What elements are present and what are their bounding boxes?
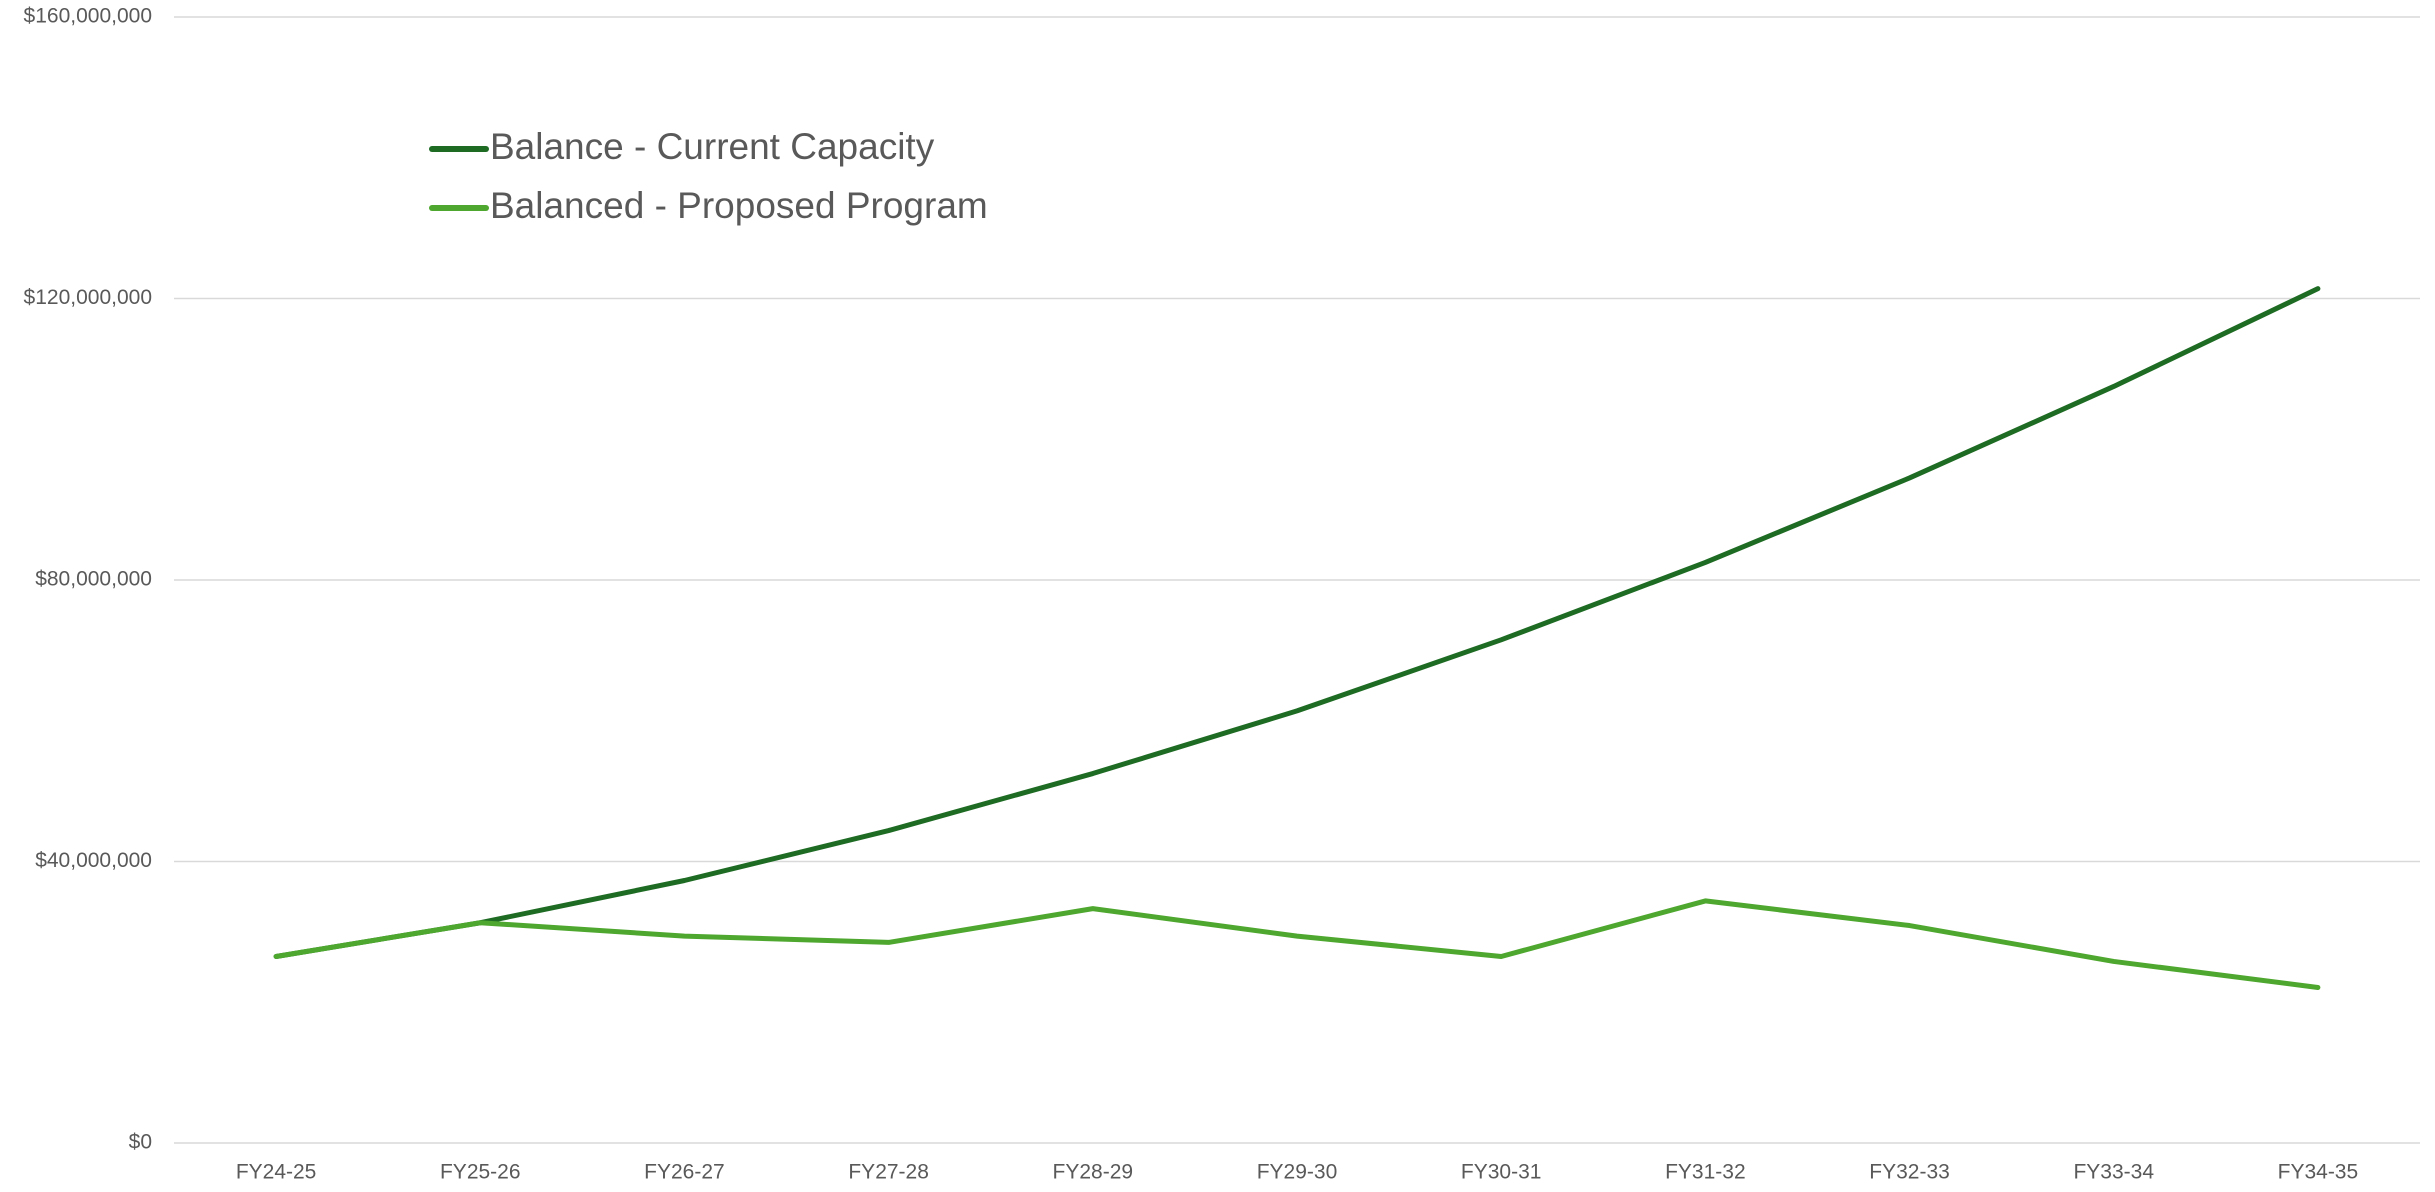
y-tick-label: $80,000,000	[35, 568, 152, 591]
series-line	[273, 898, 2321, 990]
series-line	[273, 286, 2321, 960]
legend-label: Balance - Current Capacity	[490, 126, 935, 167]
x-tick-label: FY32-33	[1869, 1161, 1950, 1184]
y-tick-label: $40,000,000	[35, 849, 152, 872]
x-tick-label: FY29-30	[1257, 1161, 1338, 1184]
x-tick-label: FY30-31	[1461, 1161, 1542, 1184]
y-tick-label: $120,000,000	[24, 286, 152, 309]
x-tick-label: FY26-27	[644, 1161, 725, 1184]
x-tick-label: FY25-26	[440, 1161, 521, 1184]
x-tick-label: FY28-29	[1053, 1161, 1134, 1184]
x-tick-label: FY33-34	[2073, 1161, 2154, 1184]
x-tick-label: FY24-25	[236, 1161, 317, 1184]
y-tick-label: $0	[129, 1131, 152, 1154]
legend-label: Balanced - Proposed Program	[490, 185, 988, 226]
x-tick-label: FY31-32	[1665, 1161, 1746, 1184]
x-tick-label: FY34-35	[2278, 1161, 2359, 1184]
y-tick-label: $160,000,000	[24, 5, 152, 28]
x-tick-label: FY27-28	[848, 1161, 929, 1184]
